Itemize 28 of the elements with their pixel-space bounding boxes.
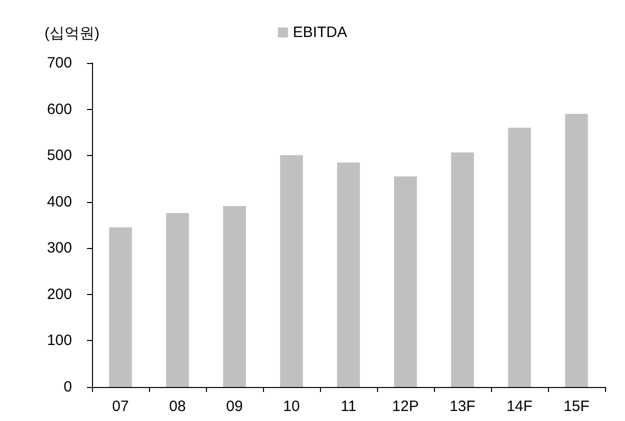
y-tick-label: 500 <box>46 147 72 164</box>
bar <box>394 176 417 387</box>
x-tick-label: 07 <box>112 398 129 415</box>
x-tick-label: 15F <box>564 398 590 415</box>
bar <box>223 206 246 387</box>
x-tick-label: 09 <box>226 398 243 415</box>
bar <box>109 227 132 387</box>
x-tick-label: 11 <box>340 398 356 415</box>
x-tick-label: 08 <box>169 398 186 415</box>
y-axis-title: (십억원) <box>44 25 100 42</box>
y-tick-label: 700 <box>46 54 72 72</box>
bar <box>337 162 360 387</box>
y-tick-label: 100 <box>46 332 72 350</box>
y-tick-label: 400 <box>46 193 72 210</box>
y-tick-label: 300 <box>46 240 72 257</box>
x-tick-label: 10 <box>283 398 300 415</box>
bar <box>565 114 588 387</box>
bar <box>166 212 189 387</box>
y-tick-label: 600 <box>46 100 72 118</box>
x-tick-label: 13F <box>450 398 476 415</box>
bar <box>280 155 303 387</box>
y-tick-label: 200 <box>46 286 72 303</box>
x-tick-label: 12P <box>392 398 419 415</box>
y-tick-label: 0 <box>64 378 72 396</box>
legend-label: EBITDA <box>292 24 348 41</box>
bar <box>451 152 474 387</box>
x-tick-label: 14F <box>506 398 532 415</box>
bar <box>508 128 531 387</box>
